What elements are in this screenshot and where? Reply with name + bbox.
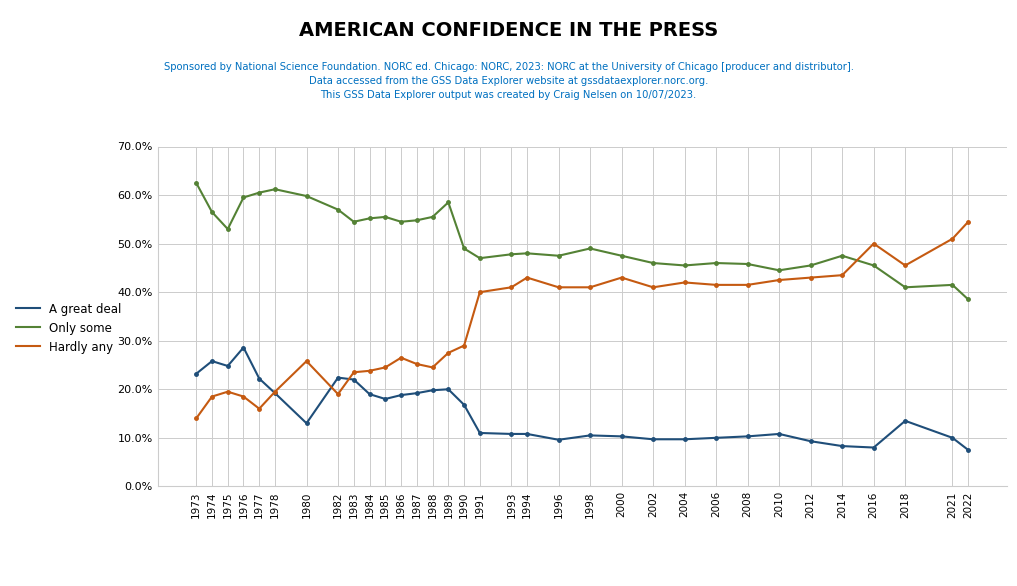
Legend: A great deal, Only some, Hardly any: A great deal, Only some, Hardly any xyxy=(16,303,121,353)
Text: AMERICAN CONFIDENCE IN THE PRESS: AMERICAN CONFIDENCE IN THE PRESS xyxy=(299,21,718,39)
Text: Sponsored by National Science Foundation. NORC ed. Chicago: NORC, 2023: NORC at : Sponsored by National Science Foundation… xyxy=(164,62,853,100)
